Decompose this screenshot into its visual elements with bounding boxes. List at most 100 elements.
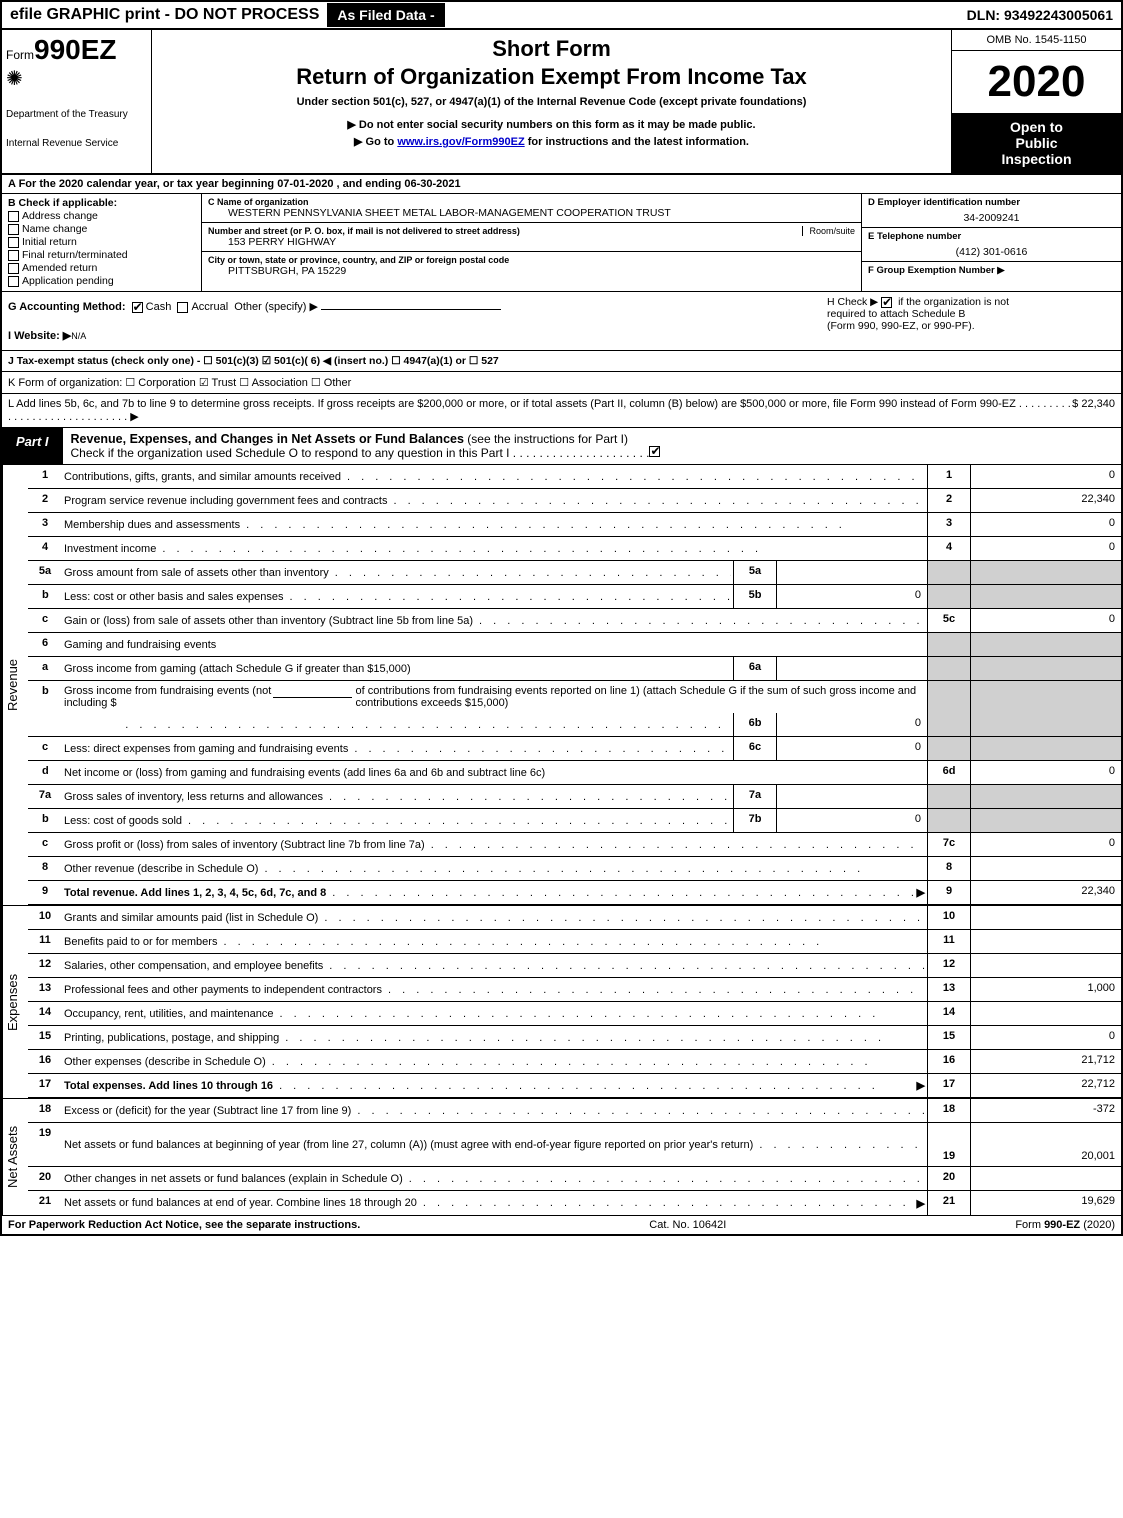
section-b: B Check if applicable: Address change Na…	[2, 194, 202, 291]
row-k: K Form of organization: ☐ Corporation ☑ …	[2, 372, 1121, 394]
line-7c: c Gross profit or (loss) from sales of i…	[28, 833, 1121, 857]
city-state-zip: PITTSBURGH, PA 15229	[208, 265, 855, 277]
line-7a: 7a Gross sales of inventory, less return…	[28, 785, 1121, 809]
line-16-amount: 21,712	[971, 1050, 1121, 1073]
line-21-amount: 19,629	[971, 1191, 1121, 1215]
checkbox-icon[interactable]	[8, 211, 19, 222]
revenue-section: Revenue 1 Contributions, gifts, grants, …	[2, 465, 1121, 905]
c-name-cell: C Name of organization WESTERN PENNSYLVA…	[202, 194, 861, 223]
form-number: Form990EZ	[6, 34, 147, 66]
line-10: 10 Grants and similar amounts paid (list…	[28, 906, 1121, 930]
line-3: 3 Membership dues and assessments. . . .…	[28, 513, 1121, 537]
line-15: 15 Printing, publications, postage, and …	[28, 1026, 1121, 1050]
section-c: C Name of organization WESTERN PENNSYLVA…	[202, 194, 861, 291]
subtitle-2: ▶ Do not enter social security numbers o…	[158, 118, 945, 131]
c-street-cell: Room/suite Number and street (or P. O. b…	[202, 223, 861, 252]
website-value: N/A	[71, 331, 86, 341]
line-4-amount: 0	[971, 537, 1121, 560]
line-6d: d Net income or (loss) from gaming and f…	[28, 761, 1121, 785]
form-ez: EZ	[81, 34, 117, 65]
street-address: 153 PERRY HIGHWAY	[208, 236, 855, 248]
b-title: B Check if applicable:	[8, 197, 195, 209]
omb-number: OMB No. 1545-1150	[952, 30, 1121, 51]
line-7b: b Less: cost of goods sold. . . . . . . …	[28, 809, 1121, 833]
line-5b: b Less: cost or other basis and sales ex…	[28, 585, 1121, 609]
header-center: Short Form Return of Organization Exempt…	[152, 30, 951, 173]
form-page: efile GRAPHIC print - DO NOT PROCESS As …	[0, 0, 1123, 1236]
g-label: G Accounting Method:	[8, 301, 126, 313]
line-6: 6 Gaming and fundraising events	[28, 633, 1121, 657]
checkbox-h-icon[interactable]	[881, 297, 892, 308]
expenses-vtab: Expenses	[2, 906, 28, 1098]
line-6b-2: . . . . . . . . . . . . . . . . . . . . …	[28, 713, 1121, 737]
irs-label: Internal Revenue Service	[6, 138, 147, 149]
open-line1: Open to	[958, 119, 1115, 135]
chk-pending: Application pending	[8, 275, 195, 287]
row-j: J Tax-exempt status (check only one) - ☐…	[2, 351, 1121, 372]
f-group-cell: F Group Exemption Number ▶	[862, 262, 1121, 279]
chk-name-change: Name change	[8, 223, 195, 235]
h-post: if the organization is not	[895, 296, 1009, 308]
h-line3: (Form 990, 990-EZ, or 990-PF).	[827, 320, 1115, 332]
checkbox-cash-icon[interactable]	[132, 302, 143, 313]
row-h: H Check ▶ if the organization is not req…	[821, 292, 1121, 350]
line-6d-amount: 0	[971, 761, 1121, 784]
part-1-title: Revenue, Expenses, and Changes in Net As…	[63, 428, 672, 464]
chk-final-return: Final return/terminated	[8, 249, 195, 261]
checkbox-icon[interactable]	[8, 224, 19, 235]
part-1-header: Part I Revenue, Expenses, and Changes in…	[2, 427, 1121, 465]
part1-check-line: Check if the organization used Schedule …	[71, 446, 510, 460]
open-line2: Public	[958, 135, 1115, 151]
revenue-vtab: Revenue	[2, 465, 28, 905]
line-17-amount: 22,712	[971, 1074, 1121, 1097]
header-right: OMB No. 1545-1150 2020 Open to Public In…	[951, 30, 1121, 173]
checkbox-icon[interactable]	[8, 276, 19, 287]
line-10-amount	[971, 906, 1121, 929]
checkbox-icon[interactable]	[8, 250, 19, 261]
irs-link[interactable]: www.irs.gov/Form990EZ	[397, 136, 524, 148]
page-footer: For Paperwork Reduction Act Notice, see …	[2, 1215, 1121, 1234]
tel-value: (412) 301-0616	[868, 246, 1115, 258]
open-line3: Inspection	[958, 151, 1115, 167]
ein-label: D Employer identification number	[868, 197, 1115, 208]
footer-left: For Paperwork Reduction Act Notice, see …	[8, 1219, 360, 1231]
row-j-text: J Tax-exempt status (check only one) - ☐…	[8, 355, 499, 367]
line-3-amount: 0	[971, 513, 1121, 536]
line-7c-amount: 0	[971, 833, 1121, 856]
part-1-tab: Part I	[2, 428, 63, 464]
line-14: 14 Occupancy, rent, utilities, and maint…	[28, 1002, 1121, 1026]
form-header: Form990EZ ✺ Department of the Treasury I…	[2, 30, 1121, 175]
schedule-o-checkbox-icon[interactable]	[649, 446, 660, 457]
line-12-amount	[971, 954, 1121, 977]
c-city-label: City or town, state or province, country…	[208, 255, 855, 265]
line-6c: c Less: direct expenses from gaming and …	[28, 737, 1121, 761]
line-14-amount	[971, 1002, 1121, 1025]
line-9-amount: 22,340	[971, 881, 1121, 904]
section-bcd: B Check if applicable: Address change Na…	[2, 194, 1121, 292]
chk-amended: Amended return	[8, 262, 195, 274]
form-prefix: Form	[6, 48, 34, 62]
tax-year: 2020	[952, 51, 1121, 113]
subtitle-1: Under section 501(c), 527, or 4947(a)(1)…	[158, 96, 945, 108]
checkbox-icon[interactable]	[8, 263, 19, 274]
line-2-amount: 22,340	[971, 489, 1121, 512]
main-title: Return of Organization Exempt From Incom…	[158, 64, 945, 90]
row-l-text: L Add lines 5b, 6c, and 7b to line 9 to …	[8, 398, 1016, 410]
d-ein-cell: D Employer identification number 34-2009…	[862, 194, 1121, 228]
checkbox-icon[interactable]	[8, 237, 19, 248]
sub3-pre: ▶ Go to	[354, 136, 397, 148]
checkbox-accrual-icon[interactable]	[177, 302, 188, 313]
line-5c: c Gain or (loss) from sale of assets oth…	[28, 609, 1121, 633]
form-990: 990	[34, 34, 81, 65]
group-label: F Group Exemption Number ▶	[868, 265, 1115, 276]
line-6b-1: b Gross income from fundraising events (…	[28, 681, 1121, 713]
c-city-cell: City or town, state or province, country…	[202, 252, 861, 280]
org-name: WESTERN PENNSYLVANIA SHEET METAL LABOR-M…	[208, 207, 855, 219]
line-8: 8 Other revenue (describe in Schedule O)…	[28, 857, 1121, 881]
line-1-amount: 0	[971, 465, 1121, 488]
line-21: 21 Net assets or fund balances at end of…	[28, 1191, 1121, 1215]
row-l-amount: $ 22,340	[1072, 398, 1115, 423]
chk-address-change: Address change	[8, 210, 195, 222]
c-street-label: Number and street (or P. O. box, if mail…	[208, 226, 855, 236]
i-label: I Website: ▶	[8, 330, 71, 342]
